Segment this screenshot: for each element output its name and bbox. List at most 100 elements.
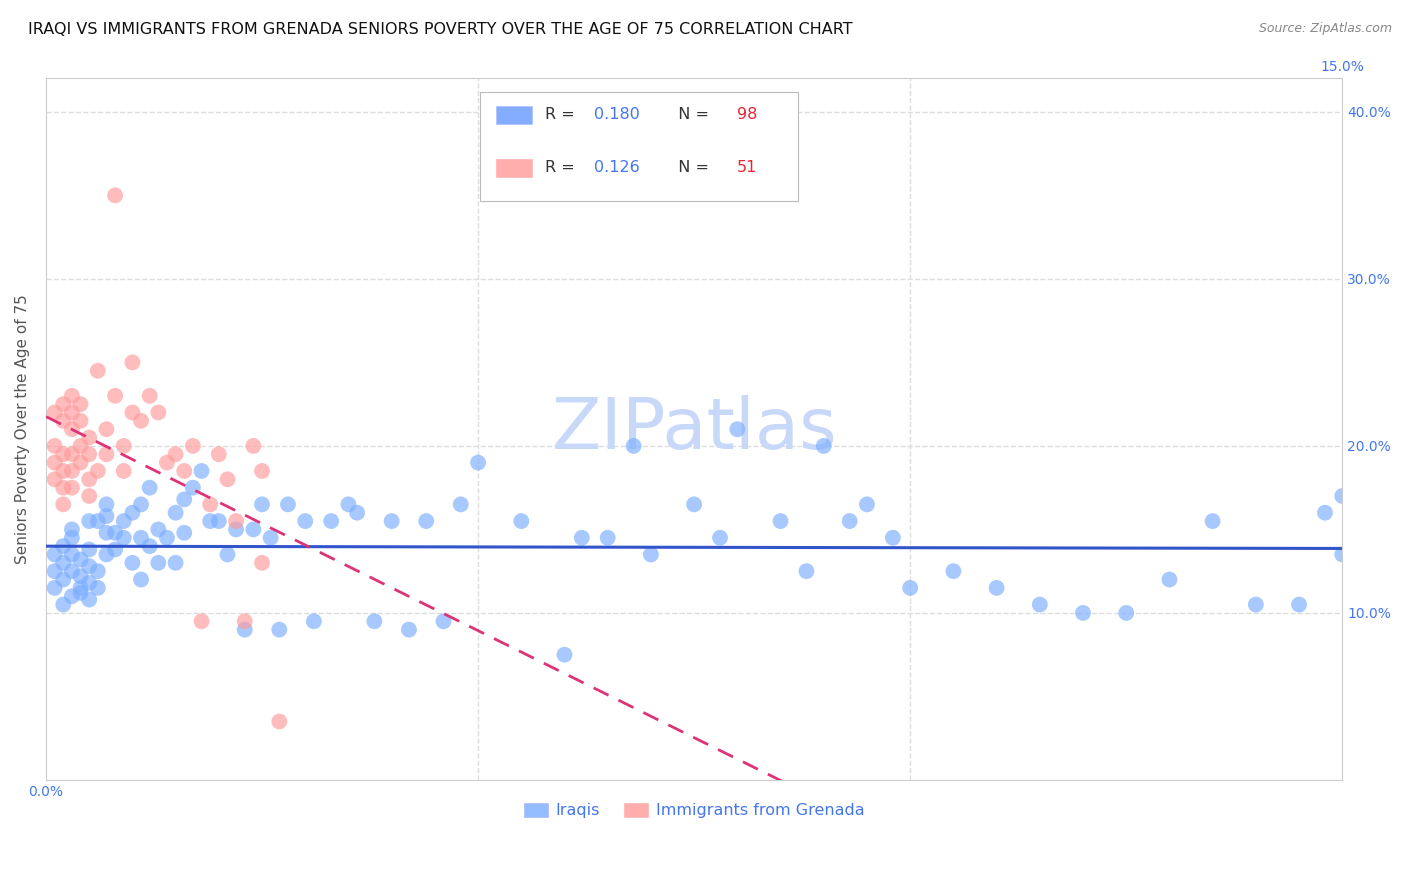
Point xyxy=(52,464,75,478)
Point xyxy=(1244,598,1267,612)
Point xyxy=(148,556,170,570)
Point xyxy=(87,514,110,528)
Point xyxy=(277,497,299,511)
Point xyxy=(148,523,170,537)
Point xyxy=(69,439,91,453)
Point xyxy=(156,456,179,470)
Point xyxy=(1331,489,1354,503)
Point xyxy=(294,514,316,528)
FancyBboxPatch shape xyxy=(496,106,531,124)
Point xyxy=(596,531,619,545)
Point xyxy=(52,481,75,495)
Point xyxy=(77,472,100,486)
Point xyxy=(60,464,83,478)
Point xyxy=(337,497,360,511)
Point xyxy=(129,414,152,428)
Point xyxy=(69,456,91,470)
Point xyxy=(181,481,204,495)
Point xyxy=(398,623,420,637)
Point xyxy=(138,481,160,495)
Point xyxy=(242,439,264,453)
Point xyxy=(898,581,921,595)
Legend: Iraqis, Immigrants from Grenada: Iraqis, Immigrants from Grenada xyxy=(517,797,870,824)
Point xyxy=(112,439,135,453)
Point xyxy=(208,514,231,528)
Point xyxy=(96,509,118,524)
Point xyxy=(233,615,256,629)
Point xyxy=(77,592,100,607)
Point xyxy=(813,439,835,453)
Text: N =: N = xyxy=(668,107,714,122)
Point xyxy=(250,497,273,511)
Point xyxy=(104,389,127,403)
Point xyxy=(640,548,662,562)
Point xyxy=(623,439,645,453)
Point xyxy=(156,531,179,545)
Point xyxy=(233,623,256,637)
Y-axis label: Seniors Poverty Over the Age of 75: Seniors Poverty Over the Age of 75 xyxy=(15,294,30,564)
Point xyxy=(942,564,965,578)
Point xyxy=(165,556,187,570)
Point xyxy=(104,188,127,202)
Point xyxy=(321,514,343,528)
Point xyxy=(346,506,368,520)
Point xyxy=(52,598,75,612)
Point xyxy=(77,447,100,461)
Point xyxy=(173,492,195,507)
Point xyxy=(1331,548,1354,562)
Text: IRAQI VS IMMIGRANTS FROM GRENADA SENIORS POVERTY OVER THE AGE OF 75 CORRELATION : IRAQI VS IMMIGRANTS FROM GRENADA SENIORS… xyxy=(28,22,853,37)
Text: ZIPatlas: ZIPatlas xyxy=(551,394,837,464)
Point xyxy=(432,615,454,629)
Point xyxy=(225,514,247,528)
Point xyxy=(52,497,75,511)
Point xyxy=(796,564,818,578)
Point xyxy=(882,531,904,545)
Point xyxy=(138,539,160,553)
Point xyxy=(52,397,75,411)
Point xyxy=(129,531,152,545)
Point xyxy=(44,472,66,486)
Point xyxy=(104,542,127,557)
Point xyxy=(112,514,135,528)
Point xyxy=(769,514,792,528)
Point xyxy=(112,464,135,478)
Point xyxy=(96,422,118,436)
Point xyxy=(198,514,221,528)
Text: 0.126: 0.126 xyxy=(595,160,640,175)
Point xyxy=(121,556,143,570)
Point xyxy=(69,581,91,595)
Point xyxy=(60,564,83,578)
Point xyxy=(269,714,291,729)
Point xyxy=(77,431,100,445)
Point xyxy=(260,531,283,545)
Point xyxy=(198,497,221,511)
Text: 98: 98 xyxy=(737,107,758,122)
Point xyxy=(190,615,212,629)
Point xyxy=(148,405,170,419)
Point xyxy=(77,489,100,503)
Point xyxy=(60,481,83,495)
Point xyxy=(986,581,1008,595)
Point xyxy=(60,548,83,562)
Point xyxy=(77,575,100,590)
Point xyxy=(77,514,100,528)
Point xyxy=(269,623,291,637)
Point xyxy=(44,456,66,470)
Point xyxy=(52,414,75,428)
Point xyxy=(60,531,83,545)
Text: N =: N = xyxy=(668,160,714,175)
Point xyxy=(112,531,135,545)
Point xyxy=(44,548,66,562)
Point xyxy=(725,422,748,436)
Text: R =: R = xyxy=(546,107,579,122)
Point xyxy=(363,615,385,629)
Point xyxy=(129,573,152,587)
Point xyxy=(121,355,143,369)
Point xyxy=(69,414,91,428)
Point xyxy=(1029,598,1052,612)
Point xyxy=(69,569,91,583)
Text: Source: ZipAtlas.com: Source: ZipAtlas.com xyxy=(1258,22,1392,36)
Point xyxy=(510,514,533,528)
Point xyxy=(87,464,110,478)
Point xyxy=(250,464,273,478)
